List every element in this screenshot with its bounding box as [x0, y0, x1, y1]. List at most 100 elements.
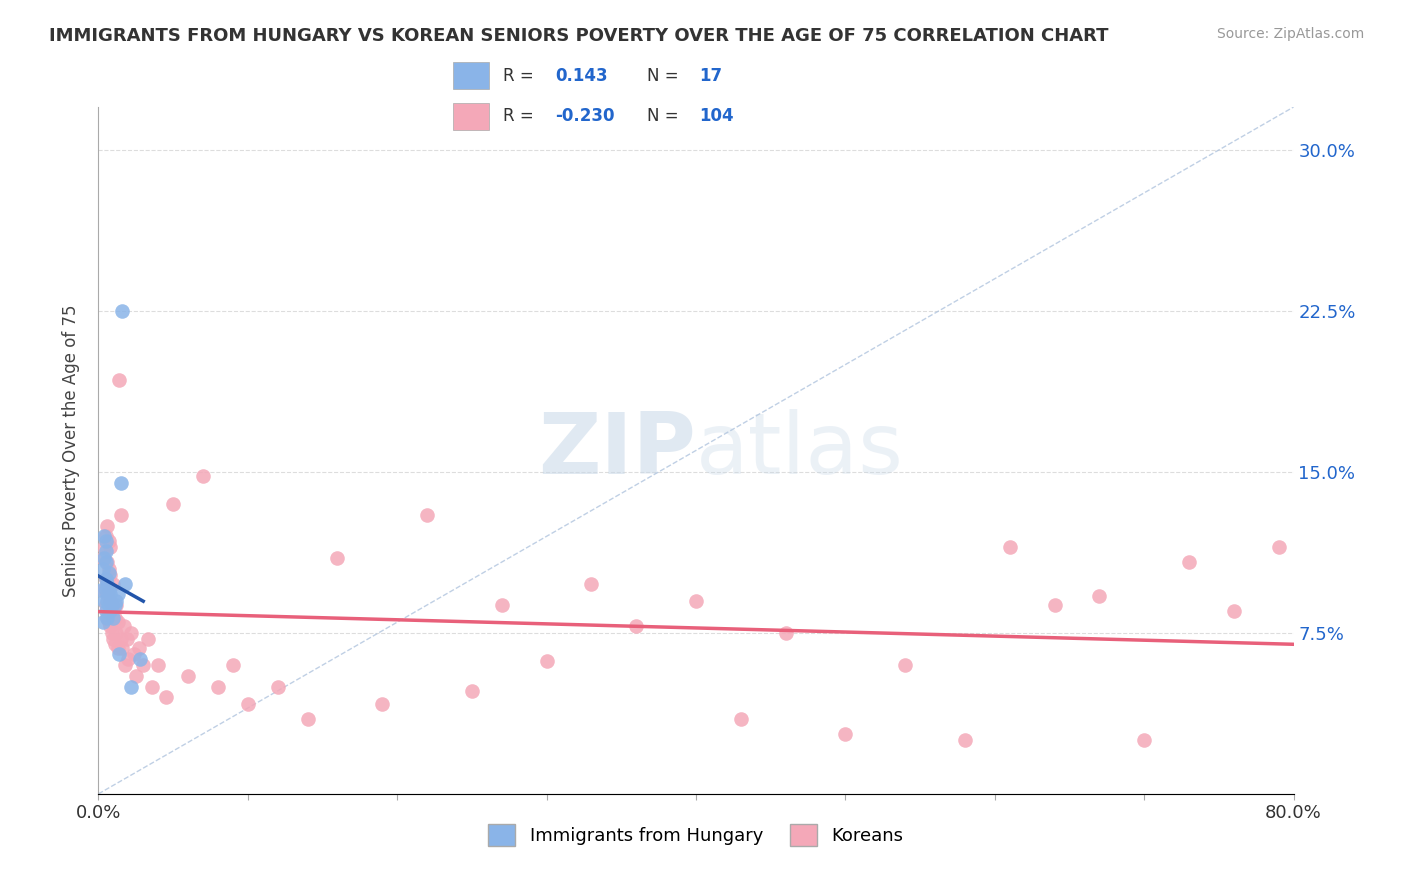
Point	[97, 598, 120, 612]
Point	[155, 690, 177, 705]
Point	[491, 598, 513, 612]
Point	[96, 555, 118, 569]
Point	[107, 587, 129, 601]
Point	[107, 615, 129, 630]
Point	[117, 651, 139, 665]
Point	[120, 626, 142, 640]
Point	[103, 611, 125, 625]
Point	[101, 598, 124, 612]
Point	[112, 619, 135, 633]
Point	[998, 540, 1021, 554]
Point	[115, 632, 138, 647]
Point	[894, 658, 917, 673]
Point	[93, 550, 115, 565]
Point	[120, 680, 142, 694]
Point	[96, 611, 118, 625]
Point	[91, 615, 114, 630]
Text: IMMIGRANTS FROM HUNGARY VS KOREAN SENIORS POVERTY OVER THE AGE OF 75 CORRELATION: IMMIGRANTS FROM HUNGARY VS KOREAN SENIOR…	[49, 27, 1109, 45]
Point	[96, 518, 118, 533]
Point	[191, 469, 214, 483]
Point	[1133, 733, 1156, 747]
Point	[1088, 590, 1111, 604]
Point	[93, 529, 115, 543]
Point	[94, 598, 117, 612]
Point	[104, 637, 127, 651]
Point	[461, 683, 484, 698]
Point	[110, 632, 132, 647]
Point	[103, 576, 125, 591]
Point	[107, 640, 129, 655]
Point	[141, 680, 163, 694]
Point	[97, 566, 120, 580]
Point	[98, 604, 122, 618]
Text: R =: R =	[503, 67, 533, 85]
Point	[834, 727, 856, 741]
Point	[96, 576, 118, 591]
Point	[108, 373, 131, 387]
Point	[162, 497, 184, 511]
Text: 0.143: 0.143	[555, 67, 607, 85]
Point	[93, 582, 115, 597]
Point	[416, 508, 439, 522]
Point	[96, 593, 118, 607]
Point	[371, 697, 394, 711]
Point	[98, 587, 122, 601]
Point	[685, 593, 707, 607]
Point	[97, 561, 120, 575]
Point	[96, 611, 118, 625]
Point	[128, 640, 150, 655]
Point	[730, 712, 752, 726]
Point	[110, 508, 132, 522]
Y-axis label: Seniors Poverty Over the Age of 75: Seniors Poverty Over the Age of 75	[62, 304, 80, 597]
Text: 17: 17	[699, 67, 723, 85]
Point	[626, 619, 648, 633]
Point	[1043, 598, 1066, 612]
Point	[207, 680, 229, 694]
Point	[91, 561, 114, 575]
Point	[111, 640, 134, 655]
Point	[94, 544, 117, 558]
Point	[136, 632, 159, 647]
Point	[267, 680, 290, 694]
Point	[94, 533, 117, 548]
Point	[114, 576, 136, 591]
Point	[236, 697, 259, 711]
Point	[124, 648, 146, 662]
Point	[104, 611, 127, 625]
Point	[97, 582, 120, 597]
Point	[108, 648, 131, 662]
Point	[94, 572, 117, 586]
Point	[93, 540, 115, 554]
Point	[105, 626, 128, 640]
Point	[91, 550, 114, 565]
Point	[148, 658, 170, 673]
Point	[101, 626, 124, 640]
Text: atlas: atlas	[696, 409, 904, 492]
Point	[98, 568, 122, 582]
Point	[98, 540, 122, 554]
Point	[114, 658, 136, 673]
Point	[105, 598, 128, 612]
Point	[111, 304, 134, 318]
Point	[132, 658, 155, 673]
Point	[101, 598, 124, 612]
Text: N =: N =	[647, 107, 678, 125]
Point	[94, 604, 117, 618]
Point	[94, 582, 117, 597]
Point	[103, 604, 125, 618]
Point	[97, 533, 120, 548]
Point	[222, 658, 245, 673]
Point	[94, 555, 117, 569]
Point	[90, 582, 112, 597]
Point	[536, 654, 558, 668]
Text: -0.230: -0.230	[555, 107, 614, 125]
Point	[953, 733, 976, 747]
Point	[96, 587, 118, 601]
Point	[1267, 540, 1289, 554]
Bar	[453, 103, 489, 130]
Point	[177, 669, 200, 683]
Point	[94, 529, 117, 543]
Point	[1223, 604, 1246, 618]
Legend: Immigrants from Hungary, Koreans: Immigrants from Hungary, Koreans	[481, 817, 911, 854]
Point	[326, 550, 349, 565]
